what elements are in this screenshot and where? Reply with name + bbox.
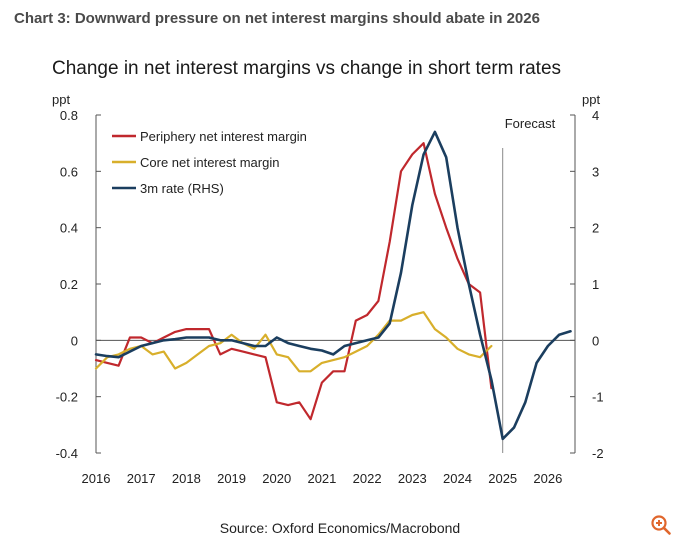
chart-title: Change in net interest margins vs change…	[52, 58, 562, 79]
legend-rate-label: 3m rate (RHS)	[140, 181, 224, 196]
x-tick-label: 2024	[443, 471, 472, 486]
right-tick-label: 1	[592, 277, 599, 292]
right-axis-unit-label: ppt	[582, 92, 600, 107]
x-tick-label: 2019	[217, 471, 246, 486]
right-tick-label: 3	[592, 164, 599, 179]
rate-3m-line	[94, 130, 572, 441]
right-tick-label: 0	[592, 333, 599, 348]
right-tick-label: 2	[592, 221, 599, 236]
x-tick-label: 2023	[398, 471, 427, 486]
x-tick-label: 2022	[353, 471, 382, 486]
left-tick-label: 0.8	[60, 108, 78, 123]
right-tick-label: -1	[592, 390, 604, 405]
source-note: Source: Oxford Economics/Macrobond	[219, 520, 461, 536]
core-nim-line	[94, 311, 493, 373]
left-tick-label: -0.2	[56, 390, 78, 405]
left-tick-label: 0.6	[60, 164, 78, 179]
right-tick-label: -2	[592, 446, 604, 461]
forecast-annotation: Forecast	[505, 116, 556, 131]
x-tick-label: 2017	[127, 471, 156, 486]
x-tick-label: 2026	[533, 471, 562, 486]
x-tick-label: 2025	[488, 471, 517, 486]
legend-periphery-label: Periphery net interest margin	[140, 129, 307, 144]
left-tick-label: -0.4	[56, 446, 78, 461]
zoom-in-icon[interactable]	[650, 514, 672, 536]
x-tick-label: 2016	[82, 471, 111, 486]
left-axis-unit-label: ppt	[52, 92, 70, 107]
left-tick-label: 0.4	[60, 221, 78, 236]
x-tick-label: 2018	[172, 471, 201, 486]
right-tick-label: 4	[592, 108, 599, 123]
legend-core-label: Core net interest margin	[140, 155, 279, 170]
x-tick-label: 2021	[307, 471, 336, 486]
x-tick-label: 2020	[262, 471, 291, 486]
left-tick-label: 0	[71, 333, 78, 348]
left-tick-label: 0.2	[60, 277, 78, 292]
chart-number-heading: Chart 3: Downward pressure on net intere…	[14, 10, 540, 27]
